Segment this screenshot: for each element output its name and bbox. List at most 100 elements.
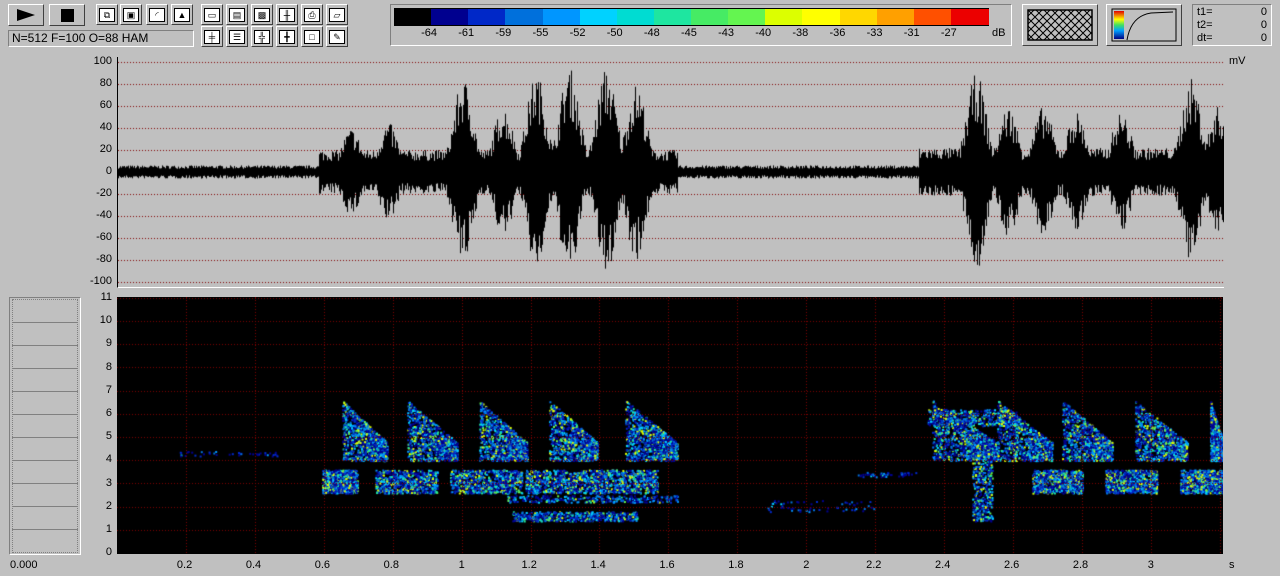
play-button[interactable] <box>8 4 44 26</box>
section-time-value: 0.000 <box>10 559 38 571</box>
color-curve-icon <box>1111 8 1177 42</box>
stop-icon <box>60 8 74 22</box>
waveform-y-tick: -100 <box>89 275 112 287</box>
scale-button[interactable]: ▤ <box>226 4 248 25</box>
colorbar-label: -43 <box>718 27 735 39</box>
waveform-y-tick: 80 <box>99 77 112 89</box>
grid-pattern-button[interactable] <box>1022 4 1098 46</box>
colorbar-label: -36 <box>829 27 846 39</box>
cursor-icon: ╪ <box>204 29 220 44</box>
time-tick: 2 <box>803 559 810 571</box>
grid-button[interactable]: ╬ <box>251 26 273 47</box>
frequency-tick: 4 <box>105 453 112 466</box>
marker-button[interactable]: ╋ <box>276 26 298 47</box>
waveform-y-tick: -60 <box>96 231 112 243</box>
colorbar-label: -27 <box>940 27 957 39</box>
colorbar-swatch <box>616 8 655 26</box>
colorbar-swatch <box>839 8 878 26</box>
colorbar-swatch <box>468 8 507 26</box>
t1-value: 0 <box>1260 6 1267 18</box>
envelope-button[interactable]: ◜ <box>146 4 168 25</box>
stop-button[interactable] <box>49 4 85 26</box>
open-button[interactable]: ▱ <box>326 4 348 25</box>
frequency-tick: 2 <box>105 499 112 512</box>
color-scale-panel <box>390 4 1012 46</box>
print-button[interactable]: ⎙ <box>301 4 323 25</box>
t2-label: t2= <box>1197 19 1213 31</box>
colorbar-swatch <box>542 8 581 26</box>
frequency-tick: 1 <box>105 523 112 535</box>
colorbar-swatch <box>579 8 618 26</box>
dt-label: dt= <box>1197 32 1213 44</box>
time-tick: 3 <box>1147 559 1154 571</box>
open-icon: ▱ <box>329 7 345 22</box>
analysis-settings-status: N=512 F=100 O=88 HAM <box>8 30 194 47</box>
section-button[interactable]: ╫ <box>276 4 298 25</box>
waveform-y-tick: 40 <box>99 121 112 133</box>
time-tick: 2.6 <box>1003 559 1020 571</box>
colorbar-label: -48 <box>643 27 660 39</box>
frame-icon: □ <box>304 29 320 44</box>
crosshatch-icon <box>1027 9 1093 41</box>
time-unit: s <box>1229 559 1235 571</box>
time-tick: 0.8 <box>383 559 399 571</box>
waveform-unit: mV <box>1229 55 1246 67</box>
spectrogram-plot[interactable] <box>117 297 1223 554</box>
save-button[interactable]: ▣ <box>120 4 142 25</box>
play-icon <box>17 9 35 21</box>
waveform-y-tick: 60 <box>99 99 112 111</box>
list-icon: ☰ <box>229 29 245 44</box>
colorbar-label: -55 <box>532 27 549 39</box>
waveform-y-tick: 20 <box>99 143 112 155</box>
edit-icon: ✎ <box>329 29 345 44</box>
time-tick: 0.6 <box>314 559 331 571</box>
window-button[interactable]: ▭ <box>201 4 223 25</box>
frequency-tick: 0 <box>105 546 112 559</box>
spectrum-icon: ▲ <box>174 7 190 22</box>
t1-label: t1= <box>1197 6 1213 18</box>
waveform-y-tick: -40 <box>96 209 112 221</box>
pattern-icon: ▩ <box>254 7 270 22</box>
color-curve-button[interactable] <box>1106 4 1182 46</box>
time-tick: 1 <box>458 559 465 571</box>
colorbar-swatch <box>876 8 915 26</box>
frame-button[interactable]: □ <box>301 26 323 47</box>
grid-icon: ╬ <box>254 29 270 44</box>
waveform-y-tick: -20 <box>96 187 112 199</box>
cursor-button[interactable]: ╪ <box>201 26 223 47</box>
marker-icon: ╋ <box>279 29 295 44</box>
frequency-tick: 10 <box>99 314 112 327</box>
time-tick: 2.4 <box>935 559 951 571</box>
frequency-tick: 9 <box>105 337 112 350</box>
waveform-y-tick: 100 <box>93 55 112 67</box>
time-tick: 2.2 <box>866 559 882 571</box>
pattern-button[interactable]: ▩ <box>251 4 273 25</box>
copy-icon: ⧉ <box>99 7 115 22</box>
time-tick: 0.4 <box>245 559 262 571</box>
section-icon: ╫ <box>279 7 295 22</box>
colorbar-label: -61 <box>458 27 475 39</box>
colorbar-swatch <box>802 8 841 26</box>
print-icon: ⎙ <box>304 7 320 22</box>
time-tick: 0.2 <box>176 559 193 571</box>
colorbar-label: -31 <box>903 27 920 39</box>
colorbar-label: -59 <box>495 27 512 39</box>
colorbar-swatch <box>653 8 692 26</box>
frequency-tick: 7 <box>105 383 112 396</box>
scale-icon: ▤ <box>229 7 245 22</box>
time-tick: 1.4 <box>590 559 606 571</box>
colorbar-label: -64 <box>421 27 438 39</box>
waveform-plot[interactable] <box>117 57 1224 288</box>
colorbar-label: -50 <box>606 27 623 39</box>
colorbar-swatch <box>505 8 544 26</box>
spectrum-button[interactable]: ▲ <box>171 4 193 25</box>
copy-button[interactable]: ⧉ <box>96 4 118 25</box>
section-panel[interactable] <box>9 297 81 555</box>
list-button[interactable]: ☰ <box>226 26 248 47</box>
time-tick: 1.2 <box>521 559 537 571</box>
edit-button[interactable]: ✎ <box>326 26 348 47</box>
colorbar-label: -52 <box>569 27 586 39</box>
colorbar-label: -40 <box>755 27 772 39</box>
colorbar-label: -38 <box>792 27 809 39</box>
frequency-tick: 5 <box>105 430 112 443</box>
